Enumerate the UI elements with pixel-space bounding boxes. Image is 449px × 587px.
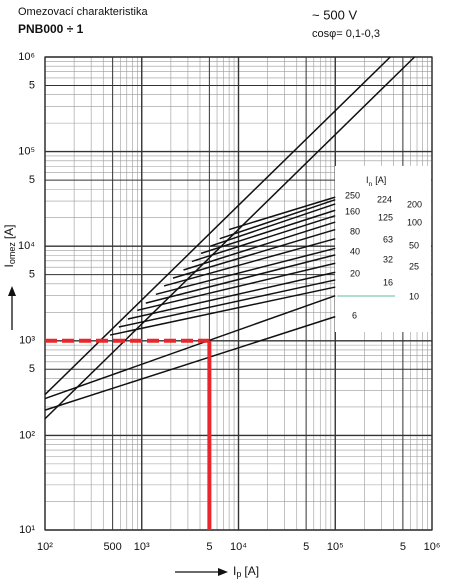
legend-label: 40 <box>350 246 360 256</box>
label: Iomez [A] <box>2 224 17 267</box>
y-tick-label: 5 <box>29 269 35 281</box>
y-tick-label: 10¹ <box>19 524 35 536</box>
y-tick-label: 10⁵ <box>18 146 35 158</box>
legend-label: 50 <box>409 240 419 250</box>
label-sub: p <box>236 569 241 579</box>
label-main: I <box>2 264 16 267</box>
legend-label: 100 <box>407 217 422 227</box>
y-tick-label: 10⁴ <box>18 240 35 252</box>
series-line <box>118 279 336 328</box>
y-tick-label: 10³ <box>19 335 35 347</box>
label-unit: [A] <box>375 175 386 185</box>
label: In [A] <box>366 175 386 187</box>
series-line <box>172 228 336 279</box>
legend-label: 200 <box>407 199 422 209</box>
legend-label: 20 <box>350 268 360 278</box>
legend-label: 224 <box>377 194 392 204</box>
legend-label: 10 <box>409 291 419 301</box>
series-line <box>44 315 336 411</box>
x-tick-label: 10³ <box>134 541 150 553</box>
series-line <box>191 215 336 263</box>
label-main: I <box>233 564 236 578</box>
series-line <box>44 294 336 400</box>
y-tick-label: 10⁶ <box>18 51 35 63</box>
annotation: ~ 500 V <box>312 7 358 22</box>
label-unit: [A] <box>244 564 259 578</box>
legend-label: 25 <box>409 261 419 271</box>
series-line <box>163 237 336 287</box>
y-arrow-head <box>8 286 16 296</box>
legend-label: 80 <box>350 226 360 236</box>
x-tick-label: 10⁴ <box>230 541 247 553</box>
x-tick-label: 5 <box>206 541 212 553</box>
series-line <box>44 56 391 396</box>
label-sub: omez <box>7 242 17 265</box>
label-main: I <box>366 175 369 185</box>
series-line <box>200 209 336 255</box>
series-line <box>127 271 336 320</box>
series-line <box>145 254 336 304</box>
legend-label: 6 <box>352 310 357 320</box>
x-tick-label: 10² <box>37 541 53 553</box>
label: Ip [A] <box>233 564 259 579</box>
annotation: cosφ= 0,1-0,3 <box>312 28 380 40</box>
x-tick-label: 5 <box>303 541 309 553</box>
y-tick-label: 5 <box>29 79 35 91</box>
plot-frame <box>44 56 433 531</box>
series-line <box>209 203 336 247</box>
legend-box <box>335 166 431 332</box>
chart-subtitle: PNB000 ÷ 1 <box>18 22 84 36</box>
legend-label: 16 <box>383 277 393 287</box>
label-sub: n <box>369 181 373 188</box>
y-tick-label: 5 <box>29 363 35 375</box>
series-line <box>155 247 336 296</box>
x-tick-label: 10⁶ <box>424 541 441 553</box>
series-line <box>109 286 336 336</box>
series-line <box>44 56 416 420</box>
x-tick-label: 5 <box>400 541 406 553</box>
label-unit: [A] <box>2 224 16 239</box>
series-line <box>183 221 336 271</box>
legend-label: 32 <box>383 254 393 264</box>
series-line <box>219 199 336 240</box>
y-tick-label: 5 <box>29 174 35 186</box>
chart-title: Omezovací charakteristika <box>18 6 148 18</box>
series-line <box>137 262 336 312</box>
legend-label: 250 <box>345 190 360 200</box>
legend-label: 63 <box>383 234 393 244</box>
x-tick-label: 500 <box>103 541 121 553</box>
x-tick-label: 10⁵ <box>327 541 344 553</box>
y-tick-label: 10² <box>19 429 35 441</box>
legend-label: 160 <box>345 206 360 216</box>
series-line <box>228 196 336 231</box>
x-arrow-head <box>218 568 228 576</box>
legend-label: 125 <box>378 212 393 222</box>
